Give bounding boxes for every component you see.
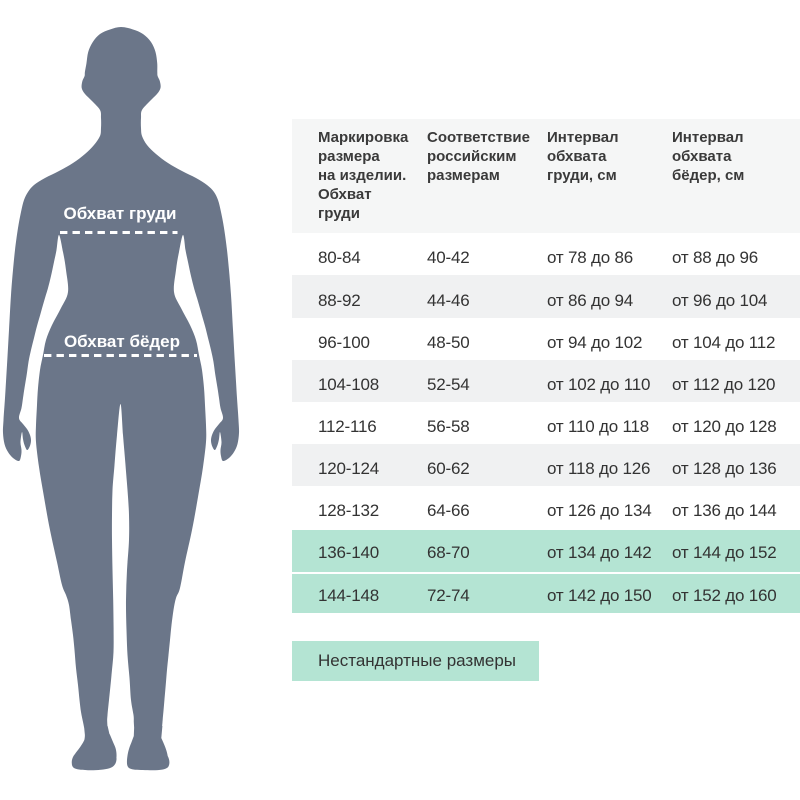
svg-text:Обхват груди: Обхват груди	[64, 204, 177, 223]
svg-text:Обхват бёдер: Обхват бёдер	[64, 332, 180, 351]
